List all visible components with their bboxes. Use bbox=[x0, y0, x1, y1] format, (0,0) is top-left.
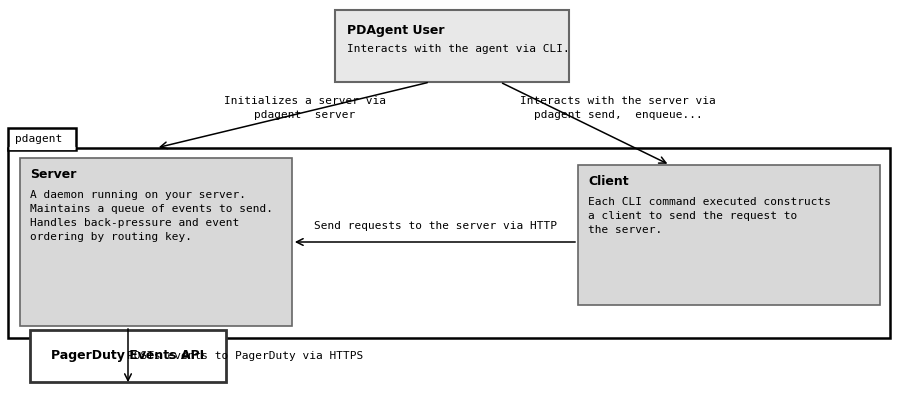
Text: PDAgent User: PDAgent User bbox=[347, 24, 444, 37]
FancyBboxPatch shape bbox=[30, 330, 226, 382]
Text: Client: Client bbox=[587, 175, 628, 188]
FancyBboxPatch shape bbox=[335, 10, 568, 82]
Text: pdagent: pdagent bbox=[15, 134, 62, 144]
FancyBboxPatch shape bbox=[8, 128, 76, 150]
FancyBboxPatch shape bbox=[20, 158, 292, 326]
Text: Initializes a server via
pdagent  server: Initializes a server via pdagent server bbox=[224, 96, 386, 120]
Text: Server: Server bbox=[30, 168, 76, 181]
Text: Interacts with the server via
pdagent send,  enqueue...: Interacts with the server via pdagent se… bbox=[519, 96, 715, 120]
Text: Each CLI command executed constructs
a client to send the request to
the server.: Each CLI command executed constructs a c… bbox=[587, 197, 830, 235]
Text: Send requests to the server via HTTP: Send requests to the server via HTTP bbox=[313, 221, 556, 231]
Text: Interacts with the agent via CLI.: Interacts with the agent via CLI. bbox=[347, 44, 569, 54]
FancyBboxPatch shape bbox=[8, 148, 889, 338]
FancyBboxPatch shape bbox=[577, 165, 879, 305]
Text: PagerDuty Events API: PagerDuty Events API bbox=[51, 349, 204, 362]
Text: A daemon running on your server.
Maintains a queue of events to send.
Handles ba: A daemon running on your server. Maintai… bbox=[30, 190, 273, 242]
Text: POSTs events to PagerDuty via HTTPS: POSTs events to PagerDuty via HTTPS bbox=[126, 351, 363, 361]
